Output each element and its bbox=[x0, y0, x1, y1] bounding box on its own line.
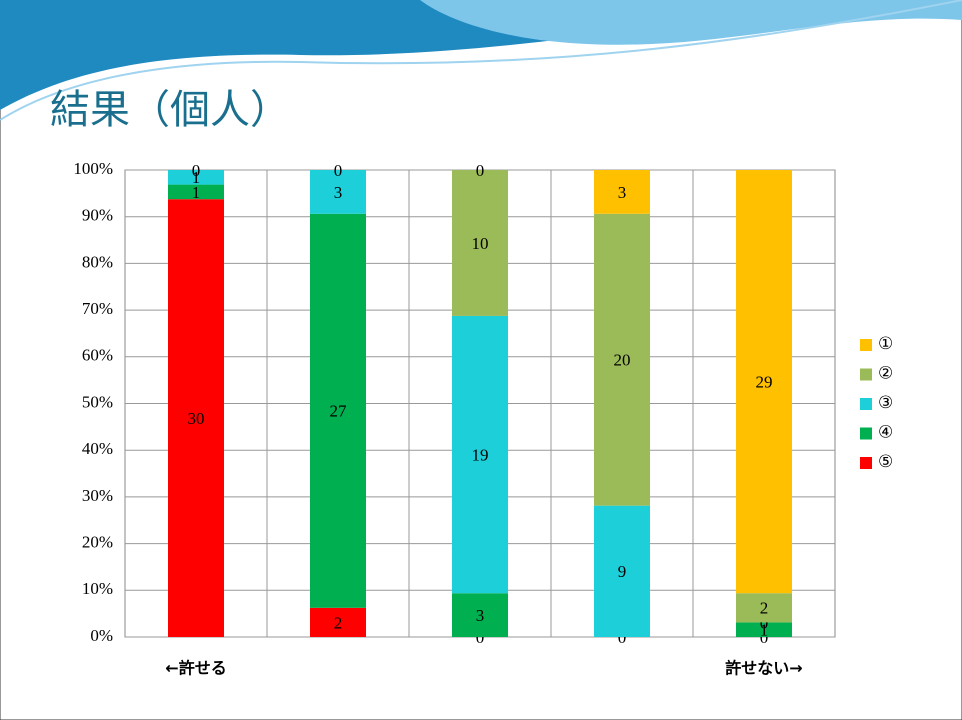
data-label: 10 bbox=[472, 234, 489, 253]
data-label: 3 bbox=[476, 606, 485, 625]
data-label: 9 bbox=[618, 562, 627, 581]
legend-swatch bbox=[860, 457, 872, 469]
legend-swatch bbox=[860, 398, 872, 410]
legend-label: ② bbox=[878, 363, 893, 382]
data-label: 0 bbox=[192, 161, 201, 180]
chart-title: 結果（個人） bbox=[50, 87, 290, 133]
legend-swatch bbox=[860, 428, 872, 440]
legend-label: ④ bbox=[878, 422, 893, 441]
legend-label: ③ bbox=[878, 393, 893, 412]
y-tick-label: 50% bbox=[82, 392, 113, 411]
legend-label: ① bbox=[878, 334, 893, 353]
legend-label: ⑤ bbox=[878, 452, 893, 471]
data-label: 27 bbox=[330, 402, 348, 421]
data-label: 3 bbox=[618, 183, 627, 202]
y-tick-label: 0% bbox=[90, 626, 113, 645]
y-tick-label: 20% bbox=[82, 533, 113, 552]
slide: 結果（個人） 0% 10% 20% 30% 40% 50% 60% 70% 80% 90% 100%… bbox=[0, 0, 962, 720]
y-tick-label: 100% bbox=[73, 159, 113, 178]
y-tick-label: 60% bbox=[82, 346, 113, 365]
x-tick-label: 許せない→ bbox=[725, 659, 802, 678]
y-tick-label: 30% bbox=[82, 486, 113, 505]
legend-swatch bbox=[860, 339, 872, 351]
data-label: 19 bbox=[472, 445, 489, 464]
y-tick-label: 80% bbox=[82, 252, 113, 271]
y-tick-label: 10% bbox=[82, 579, 113, 598]
x-tick-label: ←許せる bbox=[165, 659, 226, 678]
data-label: 0 bbox=[334, 161, 343, 180]
legend-swatch bbox=[860, 369, 872, 381]
data-label: 2 bbox=[760, 599, 769, 618]
data-label: 20 bbox=[614, 351, 631, 370]
data-label: 0 bbox=[476, 161, 485, 180]
data-label: 3 bbox=[334, 183, 343, 202]
data-label: 2 bbox=[334, 613, 343, 632]
y-tick-label: 90% bbox=[82, 206, 113, 225]
data-label: 30 bbox=[188, 409, 205, 428]
data-label: 29 bbox=[756, 373, 773, 392]
y-tick-label: 40% bbox=[82, 439, 113, 458]
y-tick-label: 70% bbox=[82, 299, 113, 318]
